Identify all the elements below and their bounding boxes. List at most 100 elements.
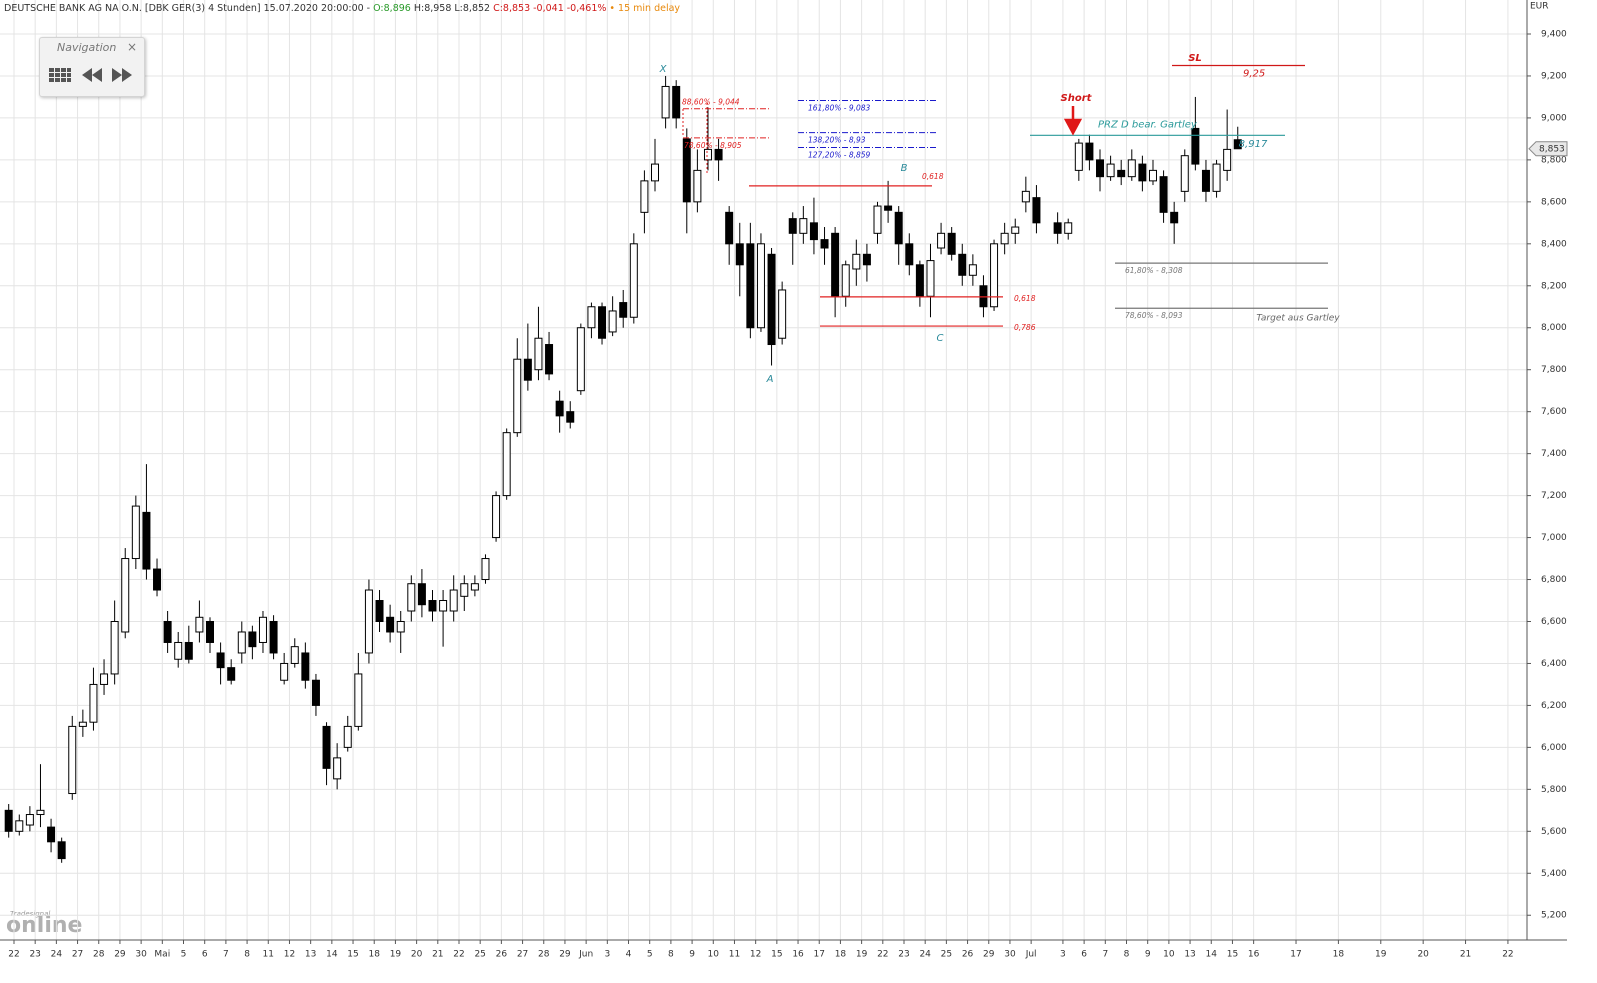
candle-body xyxy=(1106,163,1115,178)
x-tick-label: 23 xyxy=(29,950,40,960)
x-tick-label: 29 xyxy=(114,950,126,960)
y-tick-label: 9,200 xyxy=(1541,71,1567,81)
x-tick-label: 14 xyxy=(326,950,338,960)
x-tick-label: 15 xyxy=(1227,950,1238,960)
candle-body xyxy=(216,652,225,669)
candle-body xyxy=(153,568,162,591)
x-tick-label: 23 xyxy=(898,950,909,960)
x-tick-label: 19 xyxy=(856,950,868,960)
candle-body xyxy=(809,222,818,241)
candle-body xyxy=(958,253,967,276)
x-tick-label: 18 xyxy=(1333,950,1345,960)
quote-close: C:8,853 xyxy=(493,3,531,14)
back-button[interactable] xyxy=(82,68,102,82)
x-tick-label: 28 xyxy=(93,950,105,960)
candle-body xyxy=(57,841,66,860)
candle-body xyxy=(1212,163,1221,192)
candle-body xyxy=(1191,127,1200,165)
x-tick-label: 8 xyxy=(244,950,250,960)
short-arrow xyxy=(1063,106,1083,136)
y-tick-label: 8,600 xyxy=(1541,197,1567,207)
x-tick-label: 30 xyxy=(1004,950,1016,960)
candle-body xyxy=(343,725,352,748)
x-tick-label: 3 xyxy=(1060,950,1066,960)
candle-body xyxy=(926,260,935,297)
y-tick-label: 7,200 xyxy=(1541,491,1567,501)
level-label: 78,60% - 8,905 xyxy=(684,141,742,150)
candle-body xyxy=(36,809,45,816)
x-tick-label: 12 xyxy=(750,950,761,960)
candle-body xyxy=(767,253,776,346)
candle-body xyxy=(100,673,109,685)
candle-body xyxy=(873,205,882,234)
quote-high: H:8,958 xyxy=(413,3,452,14)
candle-body xyxy=(502,432,511,497)
candle-body xyxy=(280,662,289,681)
candle-body xyxy=(619,302,628,318)
candle-body xyxy=(1201,169,1210,192)
candle-body xyxy=(174,641,183,660)
candle-body xyxy=(672,85,681,119)
y-tick-label: 9,000 xyxy=(1541,113,1567,123)
y-tick-label: 7,000 xyxy=(1541,533,1567,543)
candle-body xyxy=(937,232,946,249)
y-tick-label: 7,600 xyxy=(1541,407,1567,417)
candle-body xyxy=(428,600,437,612)
grid-button[interactable] xyxy=(49,68,71,82)
candle-body xyxy=(788,218,797,234)
candle-body xyxy=(693,169,702,203)
x-tick-label: 17 xyxy=(814,950,825,960)
delay: • 15 min delay xyxy=(609,3,681,14)
candle-body xyxy=(915,264,924,297)
candle-body xyxy=(576,327,585,392)
candle-body xyxy=(1233,139,1242,150)
y-tick-label: 8,000 xyxy=(1541,323,1567,333)
y-tick-label: 9,400 xyxy=(1541,29,1567,39)
candle-body xyxy=(513,358,522,434)
x-tick-label: 28 xyxy=(538,950,550,960)
x-tick-label: 8 xyxy=(1124,950,1130,960)
y-tick-label: 5,600 xyxy=(1541,827,1567,837)
x-tick-label: 11 xyxy=(729,950,740,960)
candle-body xyxy=(1138,163,1147,182)
candle-body xyxy=(110,620,119,675)
level-label: 88,60% - 9,044 xyxy=(682,98,740,107)
x-tick-label: Jul xyxy=(1025,950,1037,960)
x-tick-label: 13 xyxy=(305,950,316,960)
x-tick-label: 22 xyxy=(453,950,464,960)
x-tick-label: 29 xyxy=(983,950,995,960)
y-tick-label: 6,200 xyxy=(1541,701,1567,711)
x-tick-label: 20 xyxy=(1417,950,1429,960)
candle-body xyxy=(1148,169,1157,182)
x-tick-label: 22 xyxy=(1502,950,1513,960)
level-label: PRZ D bear. Gartley xyxy=(1098,119,1198,130)
x-tick-label: 13 xyxy=(1184,950,1195,960)
candle-body xyxy=(460,583,469,597)
candle-body xyxy=(756,243,765,329)
price-badge-label: 8,853 xyxy=(1539,144,1565,154)
candle-body xyxy=(862,253,871,266)
candle-body xyxy=(608,310,617,333)
candle-body xyxy=(481,558,490,581)
header-title: DEUTSCHE BANK AG NA O.N. [DBK GER(3) 4 S… xyxy=(4,3,371,14)
x-tick-label: Mai xyxy=(154,950,170,960)
candle-body xyxy=(248,631,257,648)
x-tick-label: 25 xyxy=(941,950,952,960)
navigation-close[interactable]: × xyxy=(126,40,137,54)
y-tick-label: 8,800 xyxy=(1541,155,1567,165)
ratio-label: 0,786 xyxy=(1014,323,1036,332)
x-tick-label: 16 xyxy=(1248,950,1260,960)
candle-body xyxy=(78,721,87,727)
candle-body xyxy=(258,616,267,643)
forward-button[interactable] xyxy=(112,68,132,82)
candle-body xyxy=(990,243,999,308)
x-tick-label: 27 xyxy=(517,950,528,960)
candle-body xyxy=(386,616,395,633)
candle-body xyxy=(407,583,416,612)
annotation: A xyxy=(766,374,774,385)
candle-body xyxy=(1159,176,1168,213)
candle-body xyxy=(322,725,331,769)
y-tick-label: 6,400 xyxy=(1541,659,1567,669)
x-tick-label: 19 xyxy=(1375,950,1387,960)
candle-body xyxy=(121,558,130,633)
